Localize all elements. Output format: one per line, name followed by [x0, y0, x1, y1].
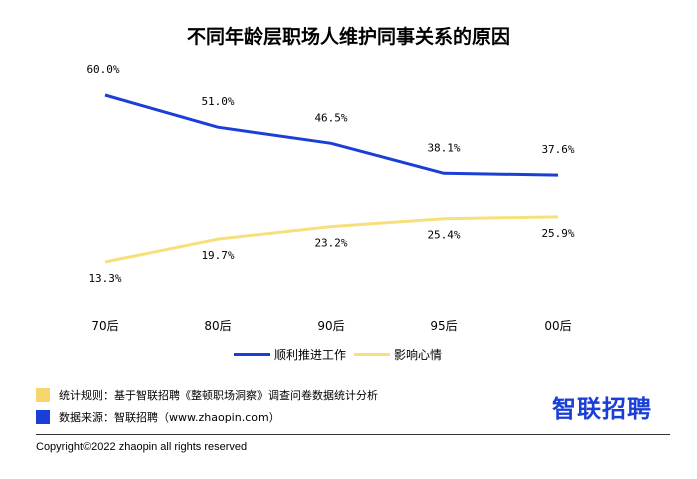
x-tick-label-2: 80后	[204, 319, 231, 333]
legend-label-series-2: 影响心情	[394, 348, 443, 362]
chart-notes: 统计规则：基于智联招聘《整顿职场洞察》调查问卷数据统计分析 数据来源：智联招聘（…	[36, 386, 378, 430]
x-tick-label-3: 90后	[317, 319, 344, 333]
note-rule-marker	[36, 388, 50, 402]
series-line-1	[104, 93, 559, 177]
legend-swatch-series-2	[354, 353, 391, 356]
plot-area: 60.0% 51.0% 46.5% 38.1% 37.6% 13.3% 19.7% 23.2%…	[86, 63, 574, 333]
x-tick-label-5: 00后	[544, 319, 571, 333]
legend-swatch-series-1	[234, 353, 270, 356]
data-label-series-1-4: 38.1%	[427, 141, 460, 154]
note-rule: 统计规则：基于智联招聘《整顿职场洞察》调查问卷数据统计分析	[36, 386, 378, 404]
legend-label-series-1: 顺利推进工作	[274, 348, 347, 362]
note-source: 数据来源：智联招聘（www.zhaopin.com）	[36, 408, 378, 426]
data-label-series-1-1: 60.0%	[86, 63, 119, 76]
zhaopin-logo: 智联招聘	[552, 395, 652, 423]
chart-legend: 顺利推进工作 影响心情	[234, 346, 450, 363]
data-label-series-2-2: 19.7%	[201, 249, 234, 262]
copyright-text: Copyright©2022 zhaopin all rights reserv…	[36, 441, 248, 453]
note-source-text: 数据来源：智联招聘（www.zhaopin.com）	[59, 411, 280, 424]
data-label-series-2-4: 25.4%	[427, 229, 460, 242]
data-label-series-1-2: 51.0%	[201, 95, 234, 108]
x-tick-label-1: 70后	[91, 319, 118, 333]
note-source-marker	[36, 410, 50, 424]
note-rule-text: 统计规则：基于智联招聘《整顿职场洞察》调查问卷数据统计分析	[59, 389, 378, 402]
data-label-series-2-1: 13.3%	[88, 272, 121, 285]
footer-divider	[36, 434, 670, 435]
data-label-series-1-3: 46.5%	[314, 111, 347, 124]
series-line-2	[104, 215, 559, 264]
chart-title: 不同年龄层职场人维护同事关系的原因	[186, 26, 510, 48]
legend-item-series-2: 影响心情	[354, 346, 442, 363]
data-label-series-2-3: 23.2%	[314, 237, 347, 250]
x-tick-label-4: 95后	[430, 319, 457, 333]
legend-item-series-1: 顺利推进工作	[234, 346, 346, 363]
data-label-series-2-5: 25.9%	[541, 227, 574, 240]
data-label-series-1-5: 37.6%	[541, 143, 574, 156]
